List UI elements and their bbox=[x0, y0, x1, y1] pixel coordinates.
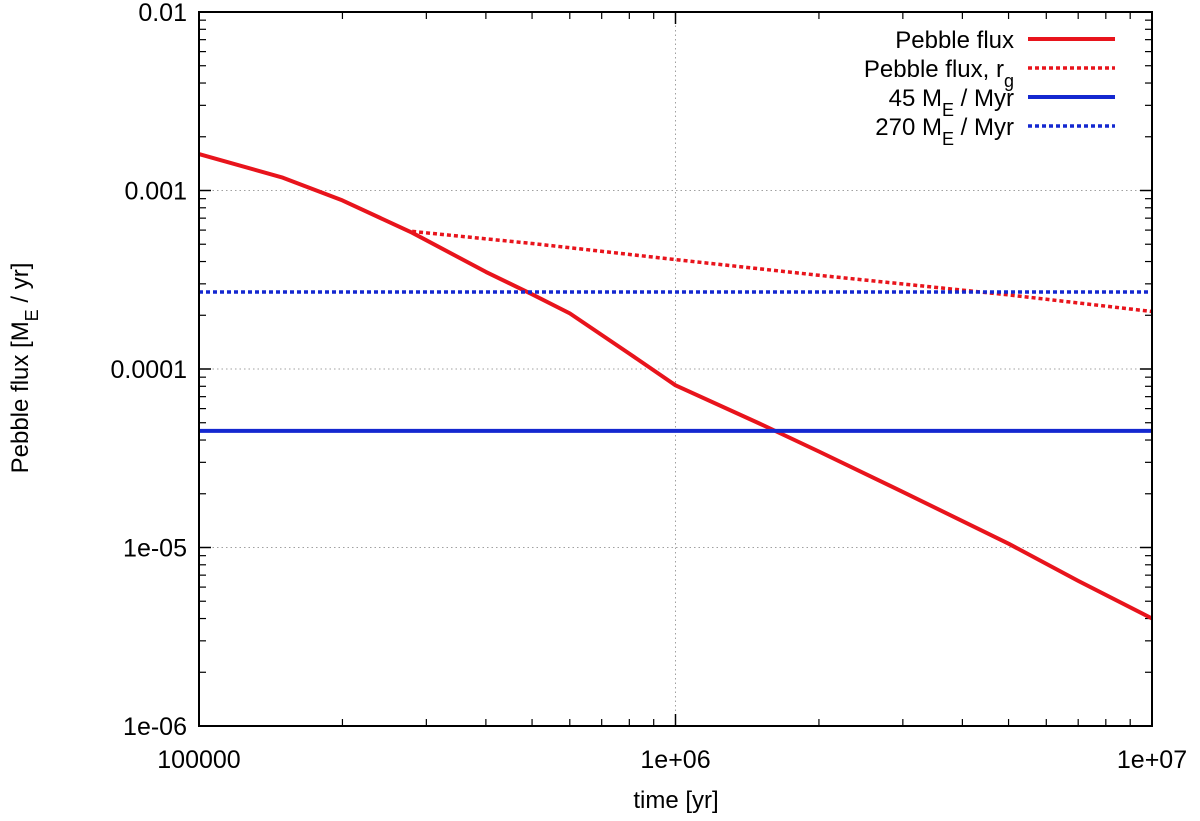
plot-frame bbox=[198, 11, 1153, 727]
legend-label-main: Pebble flux bbox=[895, 27, 1014, 54]
y-tick-label: 1e-05 bbox=[123, 535, 187, 563]
y-axis-title: Pebble flux [ME / yr] bbox=[7, 263, 42, 474]
legend-label-tail: / Myr bbox=[954, 85, 1014, 112]
x-tick-label: 1e+06 bbox=[640, 746, 710, 774]
legend-label-main: 45 M bbox=[889, 85, 942, 112]
minor-ticks bbox=[198, 11, 1153, 727]
series-line-2 bbox=[411, 229, 1153, 314]
y-axis-title-sub: E bbox=[22, 309, 42, 321]
legend-label-2: Pebble flux, rg bbox=[864, 56, 1014, 91]
y-tick-label: 0.001 bbox=[124, 178, 187, 206]
x-tick-labels: 100000 1e+06 1e+07 bbox=[157, 746, 1187, 774]
x-tick-label: 100000 bbox=[157, 746, 240, 774]
x-tick-label: 1e+07 bbox=[1117, 746, 1187, 774]
y-tick-label: 0.0001 bbox=[111, 356, 187, 384]
legend-label-4: 270 ME / Myr bbox=[875, 114, 1014, 149]
legend-label-1: Pebble flux bbox=[895, 27, 1014, 54]
legend-label-main: Pebble flux, r bbox=[864, 56, 1004, 83]
series-line-1 bbox=[198, 152, 1153, 621]
legend-label-sub: g bbox=[1004, 71, 1014, 91]
legend-label-tail: / Myr bbox=[954, 114, 1014, 141]
grid-lines bbox=[199, 12, 1152, 726]
legend-label-main: 270 M bbox=[875, 114, 942, 141]
data-series bbox=[198, 152, 1153, 621]
y-tick-label: 1e-06 bbox=[123, 713, 187, 741]
legend-label-sub: E bbox=[942, 100, 954, 120]
y-tick-labels: 1e-06 1e-05 0.0001 0.001 0.01 bbox=[111, 0, 187, 741]
legend-label-3: 45 ME / Myr bbox=[889, 85, 1014, 120]
legend-label-sub: E bbox=[942, 129, 954, 149]
y-axis-title-main: Pebble flux [M bbox=[7, 321, 34, 473]
x-axis-title: time [yr] bbox=[633, 787, 718, 814]
y-axis-title-tail: / yr] bbox=[7, 263, 34, 310]
y-tick-label: 0.01 bbox=[138, 0, 187, 27]
